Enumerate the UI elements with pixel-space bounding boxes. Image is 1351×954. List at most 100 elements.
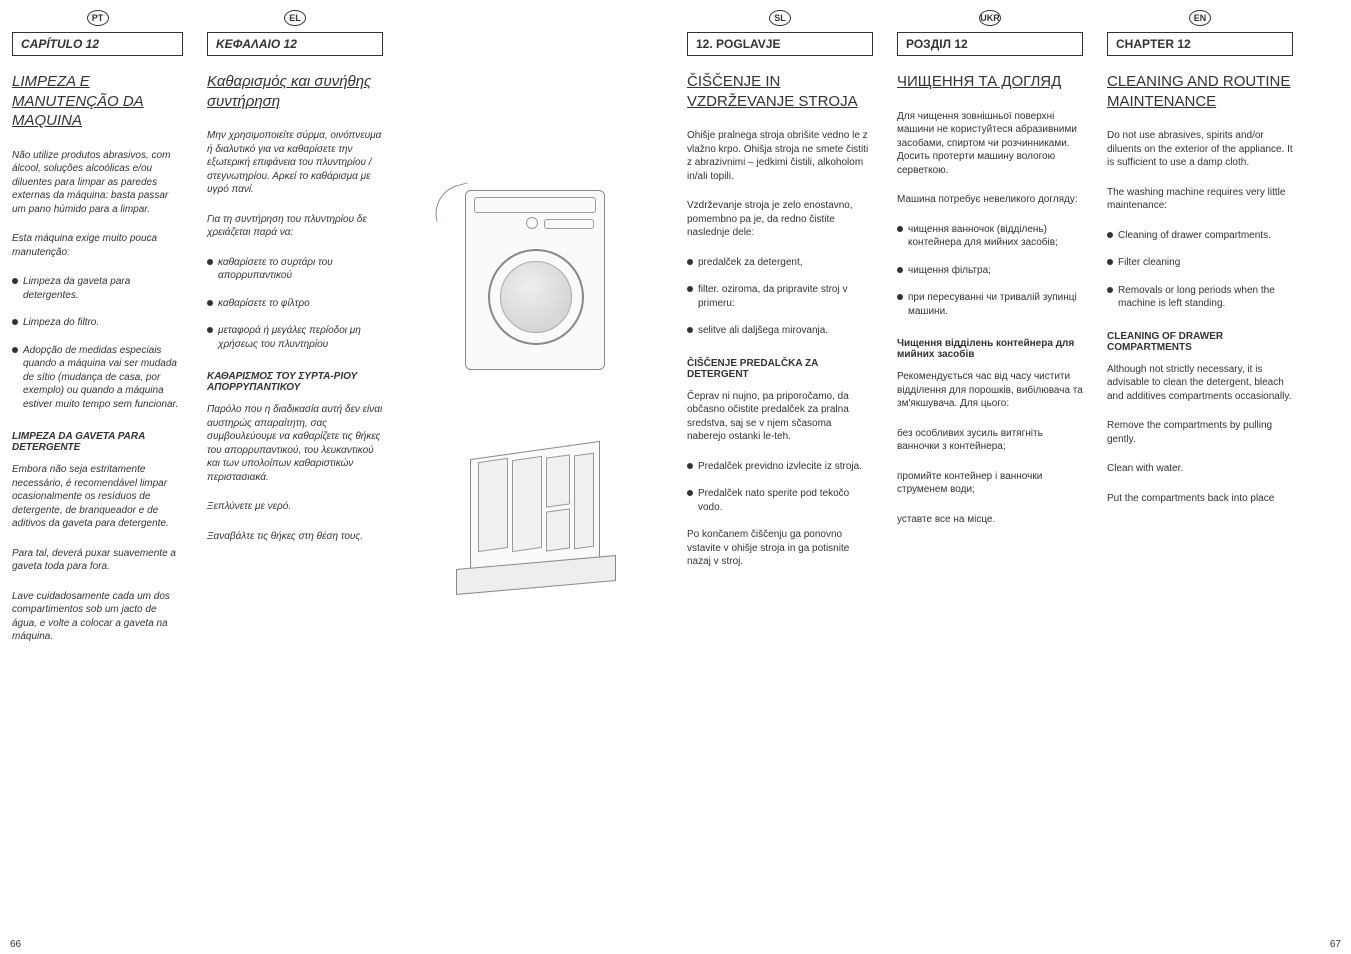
paragraph: Put the compartments back into place (1107, 492, 1293, 506)
lang-badge-wrap: EL (207, 10, 383, 32)
column-sl: SL 12. POGLAVJE ČIŠČENJE IN VZDRŽEVANJE … (675, 0, 885, 954)
lang-badge: UKR (979, 10, 1001, 26)
bullet-text: чищення фільтра; (908, 264, 991, 278)
section-title: ЧИЩЕННЯ ТА ДОГЛЯД (897, 72, 1083, 92)
lang-badge-wrap: EN (1107, 10, 1293, 32)
bullet-text: Predalček previdno izvlecite iz stroja. (698, 460, 862, 474)
column-en: EN CHAPTER 12 CLEANING AND ROUTINE MAINT… (1095, 0, 1305, 954)
paragraph: Čeprav ni nujno, pa priporočamo, da obča… (687, 390, 873, 444)
chapter-heading: CAPÍTULO 12 (12, 32, 183, 56)
section-title: ČIŠČENJE IN VZDRŽEVANJE STROJA (687, 72, 873, 111)
drawer-slot (478, 458, 508, 552)
bullet-icon (12, 347, 18, 353)
drawer-slot (546, 454, 570, 507)
subheading: Чищення відділень контейнера для мийних … (897, 338, 1083, 360)
chapter-heading: РОЗДІЛ 12 (897, 32, 1083, 56)
chapter-heading: 12. POGLAVJE (687, 32, 873, 56)
column-ukr: UKR РОЗДІЛ 12 ЧИЩЕННЯ ТА ДОГЛЯД Для чище… (885, 0, 1095, 954)
page-number-left: 66 (10, 939, 21, 950)
bullet-text: μεταφορά ή μεγάλες περίοδοι μη χρήσεως τ… (218, 324, 383, 351)
lang-badge: SL (769, 10, 791, 26)
chapter-heading: CHAPTER 12 (1107, 32, 1293, 56)
lang-badge: EN (1189, 10, 1211, 26)
bullet-icon (1107, 287, 1113, 293)
paragraph: Embora não seja estritamente necessário,… (12, 463, 183, 531)
bullet-text: Adopção de medidas especiais quando a má… (23, 344, 183, 412)
paragraph: Clean with water. (1107, 462, 1293, 476)
subheading: ČIŠČENJE PREDALČKA ZA DETERGENT (687, 358, 873, 380)
section-title: LIMPEZA E MANUTENÇÃO DA MAQUINA (12, 72, 183, 131)
bullet-item: чищення фільтра; (897, 264, 1083, 278)
manual-spread: PT CAPÍTULO 12 LIMPEZA E MANUTENÇÃO DA M… (0, 0, 1351, 954)
bullet-text: καθαρίσετε το συρτάρι του απορρυπαντικού (218, 256, 383, 283)
bullet-icon (12, 319, 18, 325)
bullet-icon (687, 490, 693, 496)
washer-control-panel (544, 219, 594, 229)
paragraph: Não utilize produtos abrasivos, com álco… (12, 149, 183, 217)
bullet-text: filter. oziroma, da pripravite stroj v p… (698, 283, 873, 310)
bullet-icon (207, 300, 213, 306)
column-pt: PT CAPÍTULO 12 LIMPEZA E MANUTENÇÃO DA M… (0, 0, 195, 954)
washer-door-glass (500, 261, 572, 333)
bullet-item: Filter cleaning (1107, 256, 1293, 270)
bullet-item: predalček za detergent, (687, 256, 873, 270)
lang-badge-wrap: SL (687, 10, 873, 32)
bullet-icon (897, 226, 903, 232)
paragraph: The washing machine requires very little… (1107, 186, 1293, 213)
bullet-icon (687, 286, 693, 292)
paragraph: Μην χρησιμοποιείτε σύρμα, οινόπνευμα ή δ… (207, 129, 383, 197)
paragraph: Esta máquina exige muito pouca manutençã… (12, 232, 183, 259)
bullet-text: selitve ali daljšega mirovanja. (698, 324, 828, 338)
bullet-text: καθαρίσετε το φίλτρο (218, 297, 310, 311)
subheading: CLEANING OF DRAWER COMPARTMENTS (1107, 331, 1293, 353)
paragraph: Although not strictly necessary, it is a… (1107, 363, 1293, 404)
bullet-item: Adopção de medidas especiais quando a má… (12, 344, 183, 412)
bullet-icon (12, 278, 18, 284)
bullet-item: Removals or long periods when the machin… (1107, 284, 1293, 311)
bullet-text: чищення ванночок (відділень) контейнера … (908, 223, 1083, 250)
section-title: CLEANING AND ROUTINE MAINTENANCE (1107, 72, 1293, 111)
paragraph: Ξαναβάλτε τις θήκες στη θέση τους. (207, 530, 383, 544)
bullet-icon (687, 463, 693, 469)
paragraph: Рекомендується час від часу чистити відд… (897, 370, 1083, 411)
bullet-text: Removals or long periods when the machin… (1118, 284, 1293, 311)
drawer-slot (512, 456, 542, 552)
bullet-item: чищення ванночок (відділень) контейнера … (897, 223, 1083, 250)
subheading: ΚΑΘΑΡΙΣΜΟΣ ΤΟΥ ΣΥΡΤΑ-ΡΙΟΥ ΑΠΟΡΡΥΠΑΝΤΙΚΟΥ (207, 371, 383, 393)
paragraph: Ξεπλύνετε με νερό. (207, 500, 383, 514)
bullet-item: καθαρίσετε το φίλτρο (207, 297, 383, 311)
paragraph: Do not use abrasives, spirits and/or dil… (1107, 129, 1293, 170)
subheading: LIMPEZA DA GAVETA PARA DETERGENTE (12, 431, 183, 453)
washer-knob (526, 217, 538, 229)
bullet-icon (1107, 259, 1113, 265)
bullet-text: Limpeza do filtro. (23, 316, 99, 330)
bullet-icon (687, 327, 693, 333)
paragraph: Ohišje pralnega stroja obrišite vedno le… (687, 129, 873, 183)
bullet-text: Cleaning of drawer compartments. (1118, 229, 1271, 243)
bullet-item: Limpeza do filtro. (12, 316, 183, 330)
bullet-text: Limpeza da gaveta para detergentes. (23, 275, 183, 302)
paragraph: Vzdrževanje stroja je zelo enostavno, po… (687, 199, 873, 240)
washer-illustration (465, 190, 605, 370)
paragraph: уставте все на місце. (897, 513, 1083, 527)
paragraph: промийте контейнер і ванночки струменем … (897, 470, 1083, 497)
bullet-item: при пересуванні чи тривалій зупинці маши… (897, 291, 1083, 318)
bullet-item: filter. oziroma, da pripravite stroj v p… (687, 283, 873, 310)
hand-icon (429, 182, 475, 221)
paragraph: без особливих зусиль витягніть ванночки … (897, 427, 1083, 454)
paragraph: Παρόλο που η διαδικασία αυτή δεν είναι α… (207, 403, 383, 484)
lang-badge-wrap: UKR (897, 10, 1083, 32)
paragraph: Para tal, deverá puxar suavemente a gave… (12, 547, 183, 574)
page-number-right: 67 (1330, 939, 1341, 950)
bullet-icon (897, 294, 903, 300)
bullet-icon (207, 327, 213, 333)
lang-badge: EL (284, 10, 306, 26)
column-illustrations (395, 0, 675, 954)
bullet-icon (897, 267, 903, 273)
bullet-icon (207, 259, 213, 265)
bullet-text: predalček za detergent, (698, 256, 803, 270)
paragraph: Remove the compartments by pulling gentl… (1107, 419, 1293, 446)
bullet-item: καθαρίσετε το συρτάρι του απορρυπαντικού (207, 256, 383, 283)
drawer-slot (546, 508, 570, 551)
bullet-item: Predalček nato sperite pod tekočo vodo. (687, 487, 873, 514)
